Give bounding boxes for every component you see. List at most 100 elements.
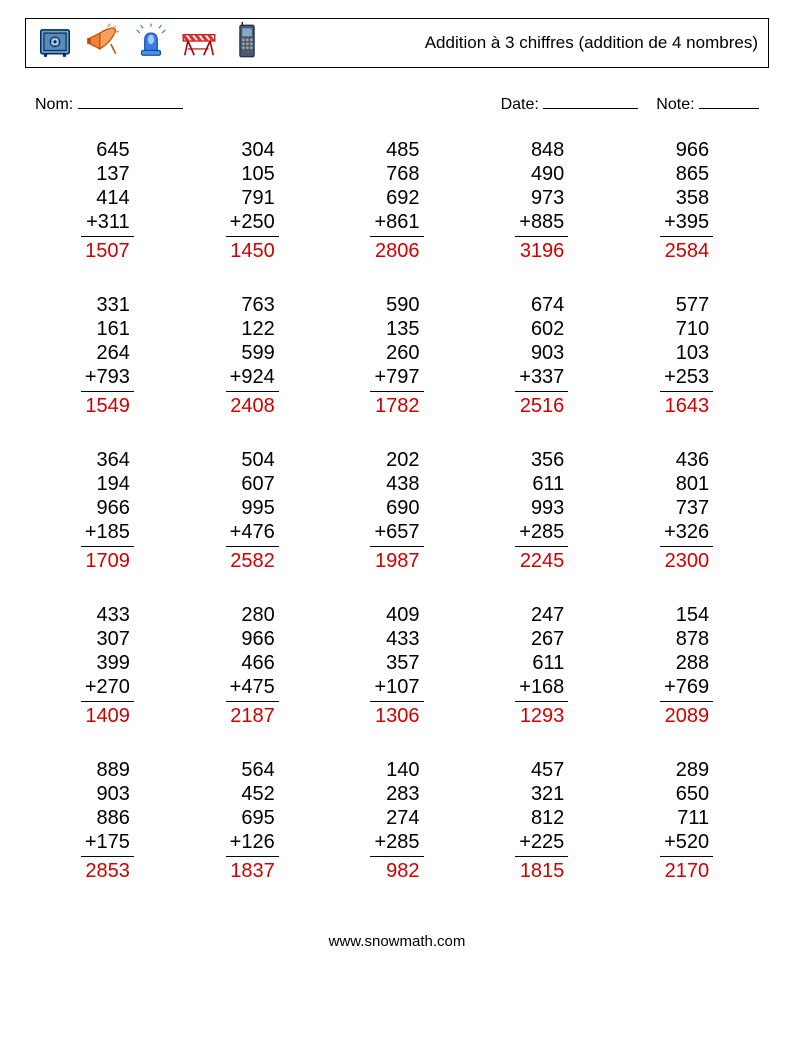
addend: 993 [519,496,564,520]
last-addend-row: +253 [660,365,713,392]
addend: 409 [374,603,419,627]
problem-stack: 280966466+4752187 [226,603,279,728]
plus-sign: + [374,521,386,543]
last-addend: 337 [531,366,564,388]
addend: 695 [230,806,275,830]
plus-sign: + [230,211,242,233]
plus-sign: + [519,366,531,388]
addend: 903 [85,782,130,806]
problem-stack: 848490973+8853196 [515,138,568,263]
addend: 966 [85,496,130,520]
answer: 2853 [81,857,134,883]
last-addend-row: +924 [226,365,279,392]
last-addend-row: +475 [226,675,279,702]
problem: 154878288+7692089 [614,603,759,728]
last-addend-row: +270 [81,675,134,702]
answer: 1782 [370,392,423,418]
problem-stack: 645137414+3111507 [81,138,134,263]
answer: 2170 [660,857,713,883]
last-addend-row: +885 [515,210,568,237]
last-addend-row: +285 [515,520,568,547]
last-addend-row: +793 [81,365,134,392]
addend: 274 [374,806,419,830]
addend: 414 [85,186,130,210]
last-addend: 797 [386,366,419,388]
problem: 457321812+2251815 [469,758,614,883]
answer: 1987 [370,547,423,573]
problem-stack: 154878288+7692089 [660,603,713,728]
problem-stack: 889903886+1752853 [81,758,134,883]
problem: 280966466+4752187 [180,603,325,728]
answer: 2806 [370,237,423,263]
addend: 283 [374,782,419,806]
last-addend: 520 [676,831,709,853]
siren-icon [132,22,170,65]
answer: 2089 [660,702,713,728]
addend: 307 [85,627,130,651]
last-addend-row: +175 [81,830,134,857]
addend: 331 [85,293,130,317]
addend: 791 [230,186,275,210]
last-addend: 107 [386,676,419,698]
problem-stack: 356611993+2852245 [515,448,568,573]
last-addend-row: +520 [660,830,713,857]
addend: 436 [664,448,709,472]
problem-stack: 763122599+9242408 [226,293,279,418]
safe-icon [36,22,74,65]
problem: 433307399+2701409 [35,603,180,728]
problem: 202438690+6571987 [325,448,470,573]
last-addend: 126 [241,831,274,853]
footer-link[interactable]: www.snowmath.com [25,933,769,950]
problem-stack: 590135260+7971782 [370,293,423,418]
problem-stack: 289650711+5202170 [660,758,713,883]
date-blank[interactable] [543,94,638,109]
last-addend-row: +769 [660,675,713,702]
last-addend: 168 [531,676,564,698]
note-blank[interactable] [699,94,759,109]
addend: 267 [519,627,564,651]
last-addend: 885 [531,211,564,233]
answer: 1450 [226,237,279,263]
last-addend-row: +337 [515,365,568,392]
nom-blank[interactable] [78,94,183,109]
addend: 650 [664,782,709,806]
problem: 674602903+3372516 [469,293,614,418]
last-addend: 475 [241,676,274,698]
problem: 436801737+3262300 [614,448,759,573]
addend: 889 [85,758,130,782]
problem-stack: 564452695+1261837 [226,758,279,883]
addend: 105 [230,162,275,186]
last-addend-row: +395 [660,210,713,237]
problem: 485768692+8612806 [325,138,470,263]
addend: 137 [85,162,130,186]
last-addend-row: +311 [81,210,134,237]
problem-stack: 140283274+285982 [370,758,423,883]
plus-sign: + [664,831,676,853]
last-addend: 657 [386,521,419,543]
addend: 288 [664,651,709,675]
last-addend-row: +476 [226,520,279,547]
addend: 966 [664,138,709,162]
problem-stack: 202438690+6571987 [370,448,423,573]
answer: 1293 [515,702,568,728]
worksheet-page: Addition à 3 chiffres (addition de 4 nom… [0,0,794,970]
plus-sign: + [519,676,531,698]
addend: 564 [230,758,275,782]
problem-stack: 457321812+2251815 [515,758,568,883]
addend: 247 [519,603,564,627]
problem-stack: 966865358+3952584 [660,138,713,263]
answer: 2582 [226,547,279,573]
problem: 140283274+285982 [325,758,470,883]
phone-icon [228,22,266,65]
last-addend: 285 [386,831,419,853]
last-addend: 861 [386,211,419,233]
problem-stack: 331161264+7931549 [81,293,134,418]
addend: 645 [85,138,130,162]
addend: 457 [519,758,564,782]
problem: 577710103+2531643 [614,293,759,418]
plus-sign: + [374,366,386,388]
header-icons [36,22,266,65]
addend: 154 [664,603,709,627]
problem-stack: 433307399+2701409 [81,603,134,728]
addend: 812 [519,806,564,830]
